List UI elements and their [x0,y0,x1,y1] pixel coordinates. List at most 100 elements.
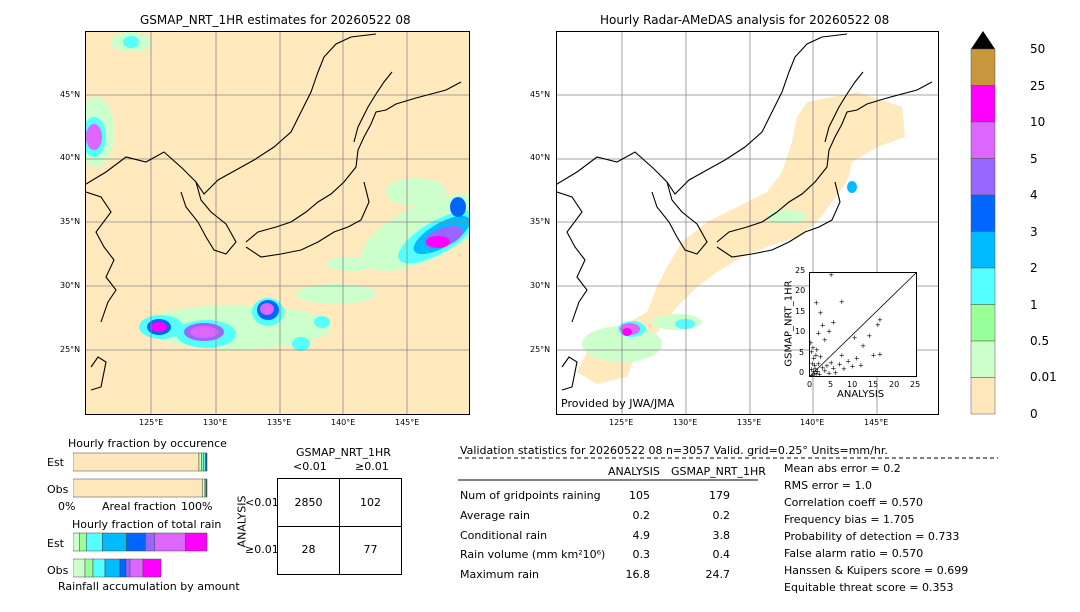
scatter-point: + [871,352,877,360]
lat-label-25-left: 25°N [60,345,81,354]
validation-col-analysis: ANALYSIS [608,465,660,478]
scatter-point: + [875,321,881,329]
bar-segment [92,558,106,578]
scatter-point: + [813,370,819,376]
colorbar-block [970,194,996,232]
scatter-point: + [826,328,832,336]
bar-segment [126,532,146,552]
bar-segment [202,478,206,498]
lat-label-40-right: 40°N [530,153,551,162]
bar-segment [86,532,103,552]
cbar-label-2: 2 [1030,261,1038,275]
lon-label-130-right: 130°E [673,418,698,427]
scatter-plot: +++++++++++++++++++++++++++++ +++++++++++… [810,273,916,376]
colorbar-block [970,158,996,196]
colorbar-extend-arrow [971,31,995,49]
bar-segment [154,532,186,552]
bar-segment [73,478,203,498]
bar-segment [198,452,202,472]
scatter-point: + [810,368,816,376]
occurrence-obs-bar [73,478,208,498]
bar-segment [119,558,127,578]
colorbar-block [970,267,996,305]
scatter-point: + [858,361,864,369]
scatter-point: + [820,322,826,330]
occurrence-est-label: Est [47,456,64,469]
left-rain-field [86,32,469,351]
bar-segment [73,532,80,552]
scatter-ytick-20: 20 [795,286,806,295]
lat-label-30-right: 30°N [530,281,551,290]
bar-segment [84,558,94,578]
bar-segment [79,532,87,552]
scatter-point: + [812,365,818,373]
left-map [85,31,470,415]
contingency-cell-false-alarm: 102 [360,496,381,509]
scatter-point: + [820,364,826,372]
bar-segment [102,532,127,552]
scatter-point: + [816,371,822,376]
lat-label-30-left: 30°N [60,281,81,290]
lat-label-45-left: 45°N [60,90,81,99]
stat-row-analysis: 0.3 [632,548,651,561]
scatter-point: + [830,364,836,372]
occurrence-xlabel: Areal fraction [102,500,177,513]
bar-segment [129,558,144,578]
stat-row-label: Num of gridpoints raining [460,489,601,502]
total-rain-footer: Rainfall accumulation by amount [58,580,240,593]
stat-row-analysis: 16.8 [625,568,651,581]
validation-table-divider [458,479,758,481]
colorbar-block [970,304,996,342]
scatter-point: + [877,316,883,324]
bar-segment [142,558,162,578]
stat-row-gsmap: 3.8 [712,529,731,542]
stat-row-label: Average rain [460,509,530,522]
left-map-grid [86,32,469,414]
colorbar-block [970,85,996,123]
scatter-point: + [839,352,845,360]
occurrence-obs-label: Obs [47,483,69,496]
occurrence-bars [73,452,208,498]
colorbar-block [970,377,996,415]
colorbar-block [970,121,996,159]
stat-row-label: Maximum rain [460,568,539,581]
scatter-point: + [830,319,836,327]
scatter-point: + [814,346,820,354]
scatter-ytick-0: 0 [799,368,805,377]
scatter-point: + [813,299,819,307]
scatter-xtick-5: 5 [828,380,834,389]
colorbar-block [970,48,996,86]
stat-row-label: Conditional rain [460,529,548,542]
stat-row-label: Rain volume (mm km²10⁶) [460,548,606,561]
validation-header: Validation statistics for 20260522 08 n=… [460,444,888,457]
cbar-label-3: 3 [1030,225,1038,239]
scatter-inset: + + + + + + + + + + + + + + + + + + + + + + + + + + + + + + + + + + + + + + + +… [809,272,917,377]
occurrence-xmax: 100% [181,500,213,513]
cbar-label-5: 5 [1030,152,1038,166]
scatter-xtick-15: 15 [868,380,879,389]
contingency-cell-hit-none: 2850 [294,496,323,509]
cbar-label-0.01: 0.01 [1030,370,1057,384]
lon-label-130-left: 130°E [203,418,228,427]
stat-row-analysis: 4.9 [632,529,651,542]
scatter-point: + [822,367,828,375]
stat-row-gsmap: 179 [709,489,730,502]
scatter-point: + [860,342,866,350]
scatter-point: + [826,369,832,376]
bar-segment [73,452,200,472]
score-hk: Hanssen & Kuipers score = 0.699 [784,564,969,577]
scatter-ylabel: GSMAP_NRT_1HR [783,280,795,367]
colorbar [970,31,996,415]
cbar-label-1: 1 [1030,298,1038,312]
lon-label-125-right: 125°E [609,418,634,427]
colorbar-block [970,231,996,269]
contingency-title: GSMAP_NRT_1HR [296,446,391,459]
total-rain-est-bar [73,532,208,552]
left-coastlines [86,33,462,391]
occurrence-xmin: 0% [58,500,76,513]
scatter-ytick-5: 5 [799,348,805,357]
score-rms-error: RMS error = 1.0 [784,479,872,492]
cbar-label-4: 4 [1030,188,1038,202]
scatter-diagonal [810,273,916,376]
stat-row-gsmap: 0.4 [712,548,731,561]
